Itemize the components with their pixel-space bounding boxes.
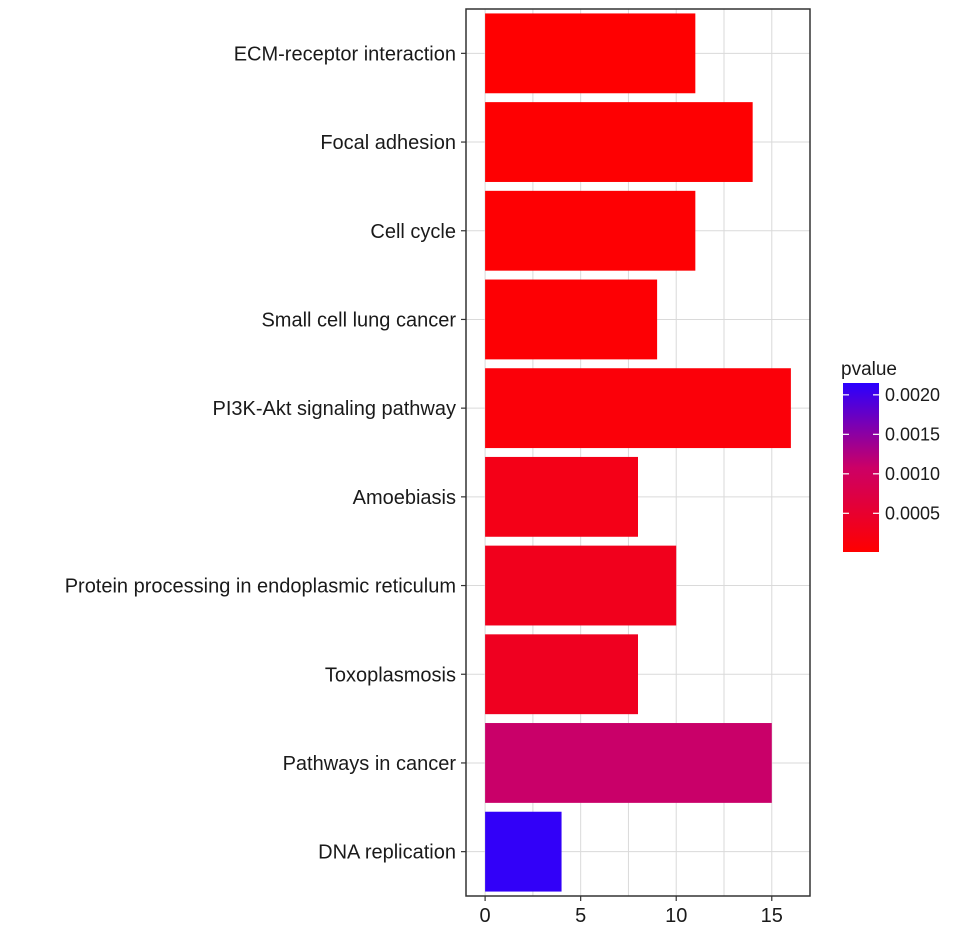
legend-tick-label: 0.0020 bbox=[885, 385, 940, 405]
category-label: Amoebiasis bbox=[353, 487, 456, 509]
category-label: Cell cycle bbox=[370, 221, 456, 243]
legend-title: pvalue bbox=[841, 359, 897, 380]
legend-ticks: 0.0020 0.0015 0.0010 0.0005 bbox=[843, 385, 940, 523]
bar-ecm-receptor-interaction bbox=[485, 13, 696, 94]
category-labels: ECM-receptor interaction Focal adhesion Ce… bbox=[65, 43, 466, 864]
bar-focal-adhesion bbox=[485, 102, 753, 182]
legend: pvalue 0.0020 0.0015 0.0010 0.0005 bbox=[841, 359, 940, 552]
legend-tick-label: 0.0005 bbox=[885, 503, 940, 523]
x-tick-label: 10 bbox=[665, 905, 687, 927]
bar-toxoplasmosis bbox=[485, 634, 638, 715]
category-label: Toxoplasmosis bbox=[325, 664, 456, 686]
bar-cell-cycle bbox=[485, 190, 696, 271]
bar-pi3k-akt-signaling-pathway bbox=[485, 368, 791, 449]
legend-tick-label: 0.0015 bbox=[885, 424, 940, 444]
category-label: DNA replication bbox=[318, 842, 456, 864]
category-label: PI3K-Akt signaling pathway bbox=[213, 398, 456, 420]
x-axis-ticks: 0 5 10 15 bbox=[480, 896, 783, 927]
legend-colorbar bbox=[843, 383, 879, 552]
legend-tick-label: 0.0010 bbox=[885, 464, 940, 484]
category-label: Pathways in cancer bbox=[283, 753, 457, 775]
bar-amoebiasis bbox=[485, 456, 638, 537]
category-label: Focal adhesion bbox=[320, 132, 456, 154]
bar-small-cell-lung-cancer bbox=[485, 279, 658, 360]
bar-dna-replication bbox=[485, 811, 562, 892]
x-tick-label: 5 bbox=[575, 905, 586, 927]
category-label: ECM-receptor interaction bbox=[234, 43, 456, 65]
x-tick-label: 15 bbox=[761, 905, 783, 927]
plot-panel-border bbox=[465, 8, 811, 897]
category-label: Small cell lung cancer bbox=[261, 309, 456, 331]
bar-protein-processing-in-endoplasmic-reticulum bbox=[485, 545, 677, 626]
x-tick-label: 0 bbox=[480, 905, 491, 927]
bar-pathways-in-cancer bbox=[485, 723, 772, 803]
category-label: Protein processing in endoplasmic reticu… bbox=[65, 576, 456, 598]
bars bbox=[485, 13, 791, 892]
